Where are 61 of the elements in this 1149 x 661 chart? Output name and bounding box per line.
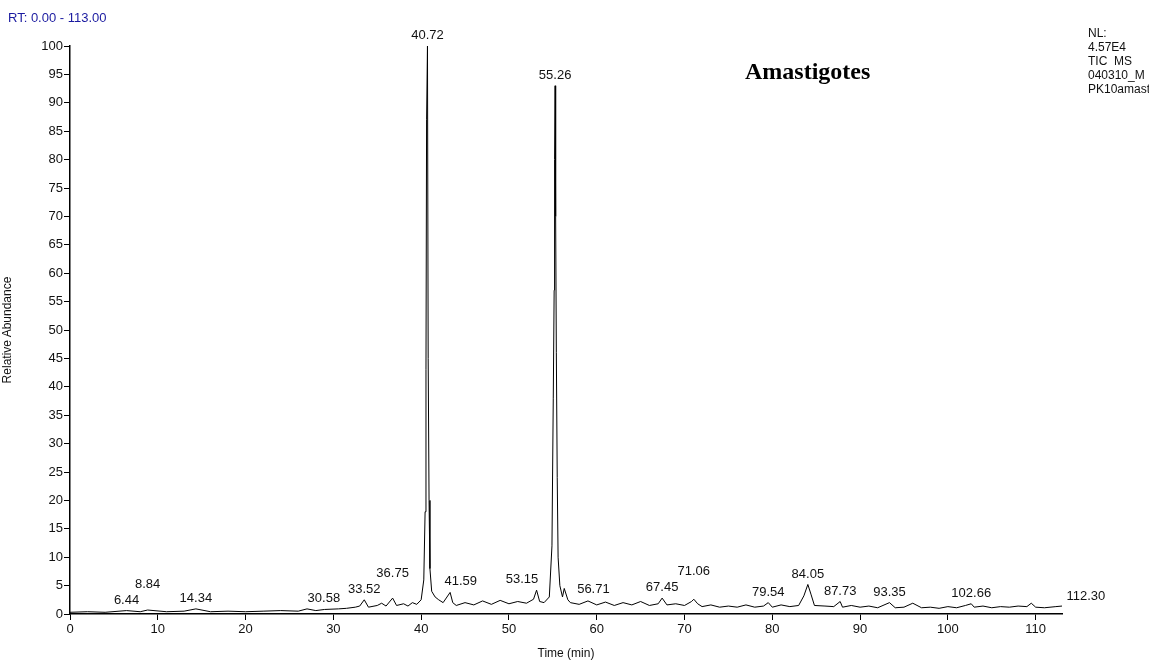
y-tick-label: 65 xyxy=(48,236,63,252)
text: Amastigotes xyxy=(745,58,871,85)
y-tick-label: 30 xyxy=(48,435,63,451)
x-tick-label: 50 xyxy=(501,621,517,637)
y-tick-label: 55 xyxy=(48,293,63,309)
y-tick-label: 25 xyxy=(48,463,63,479)
annotation: 87.73 xyxy=(823,582,857,598)
x-tick-label: 60 xyxy=(589,621,604,637)
annotation: 40.72 xyxy=(411,27,444,43)
x-tick-label: 40 xyxy=(413,621,429,637)
y-tick-label: 80 xyxy=(48,151,63,167)
x-tick-label: 80 xyxy=(765,621,780,637)
y-tick-label: 70 xyxy=(48,207,63,223)
annotation: 84.05 xyxy=(791,565,825,581)
y-tick-label: 95 xyxy=(48,65,63,81)
x-tick-label: 110 xyxy=(1025,621,1047,637)
annotation: 55.26 xyxy=(538,66,572,82)
annotation: 56.71 xyxy=(577,580,610,596)
y-tick-label: 50 xyxy=(48,321,63,337)
y-tick-label: 20 xyxy=(48,491,63,507)
x-tick-label: 100 xyxy=(937,621,959,637)
y-axis-title: Relative Abundance xyxy=(0,276,14,384)
y-tick-label: 10 xyxy=(48,548,63,564)
annotation: 112.30 xyxy=(1066,587,1106,603)
y-tick-label: 5 xyxy=(55,577,63,593)
x-tick-label: 0 xyxy=(66,621,74,637)
text: PK10amast xyxy=(1088,82,1149,96)
annotation: 53.15 xyxy=(505,571,539,587)
text: 040310_M xyxy=(1088,68,1146,82)
annotation: 8.84 xyxy=(134,575,161,591)
annotation: 33.52 xyxy=(347,580,381,596)
annotation: 93.35 xyxy=(873,583,906,599)
y-tick-label: 45 xyxy=(48,349,63,365)
annotation: 6.44 xyxy=(113,591,140,607)
annotation: 41.59 xyxy=(444,573,477,589)
annotation: 79.54 xyxy=(751,583,785,599)
text: RT: 0.00 - 113.00 xyxy=(8,10,107,25)
y-tick-label: 35 xyxy=(48,406,63,422)
text: TIC MS xyxy=(1088,54,1133,68)
annotation: 30.58 xyxy=(307,589,341,605)
y-tick-label: 60 xyxy=(48,264,63,280)
y-tick-label: 75 xyxy=(48,179,63,195)
y-tick-label: 100 xyxy=(41,37,63,53)
x-axis-title: Time (min) xyxy=(537,646,595,661)
annotation: 71.06 xyxy=(677,563,711,579)
y-tick-label: 15 xyxy=(48,520,63,536)
x-tick-label: 70 xyxy=(677,621,692,637)
y-tick-label: 40 xyxy=(48,378,63,394)
annotation: 67.45 xyxy=(645,579,679,595)
y-tick-label: 85 xyxy=(48,122,63,138)
text: 4.57E4 xyxy=(1088,40,1128,54)
text: NL: xyxy=(1088,26,1108,40)
x-tick-label: 10 xyxy=(150,621,166,637)
annotation: 14.34 xyxy=(179,589,213,605)
y-tick-label: 90 xyxy=(48,94,63,110)
x-tick-label: 20 xyxy=(238,621,253,637)
annotation: 36.75 xyxy=(376,564,409,580)
x-tick-label: 90 xyxy=(852,621,868,637)
annotation: 102.66 xyxy=(951,584,992,600)
x-tick-label: 30 xyxy=(326,621,341,637)
y-tick-label: 0 xyxy=(55,605,63,621)
